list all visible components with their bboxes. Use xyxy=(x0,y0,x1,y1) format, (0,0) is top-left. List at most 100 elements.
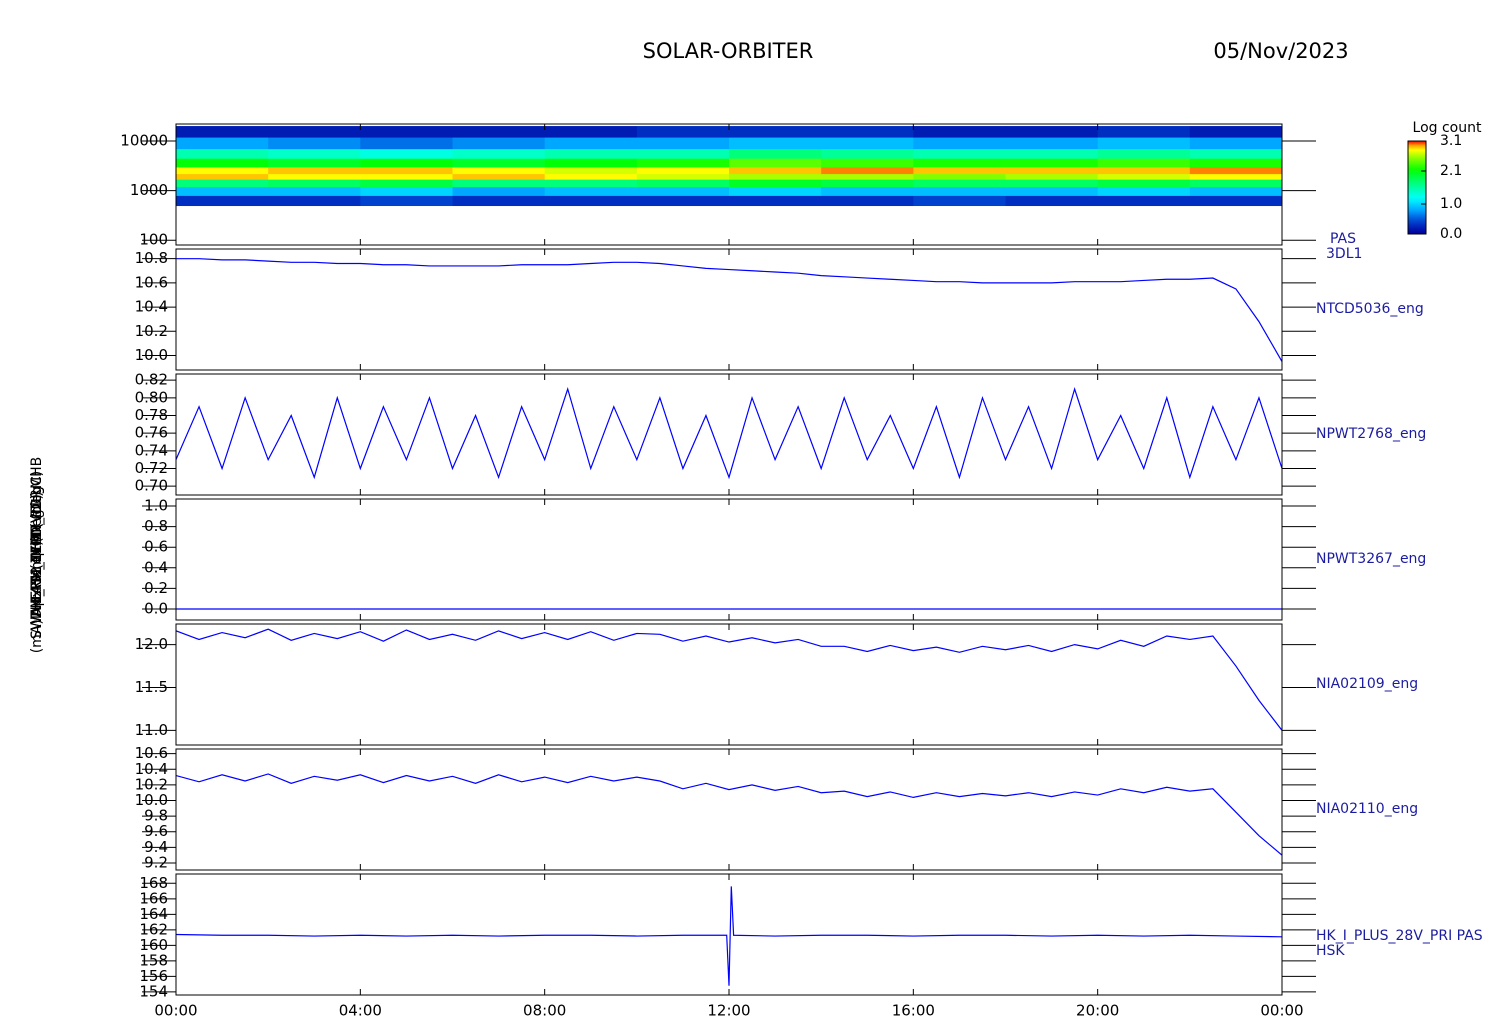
heatmap-cell xyxy=(1005,137,1099,150)
heatmap-cell xyxy=(821,158,914,168)
heatmap-cell xyxy=(1097,137,1191,150)
heatmap-cell xyxy=(452,158,546,168)
heatmap-cell xyxy=(268,195,361,207)
heatmap-cell xyxy=(1189,137,1282,150)
heatmap-cell xyxy=(176,166,269,175)
heatmap-cell xyxy=(821,186,914,196)
heatmap-cell xyxy=(636,148,730,159)
heatmap-cell xyxy=(176,173,269,180)
heatmap-cell xyxy=(544,148,638,159)
heatmap-cell xyxy=(729,173,822,180)
heatmap-cell xyxy=(821,195,914,207)
heatmap-cell xyxy=(636,179,730,188)
heatmap-cell xyxy=(729,137,822,150)
heatmap-cell xyxy=(1189,179,1282,188)
heatmap-cell xyxy=(360,186,453,196)
heatmap-cell xyxy=(360,166,453,175)
heatmap-cell xyxy=(1189,173,1282,180)
heatmap-cell xyxy=(913,166,1006,175)
colorbar-tick-label: 3.1 xyxy=(1440,133,1462,149)
heatmap-cell xyxy=(913,195,1006,207)
heatmap-cell xyxy=(1097,158,1191,168)
x-tick-label: 12:00 xyxy=(707,1002,750,1020)
panel-frame xyxy=(175,748,1283,871)
panel-frame xyxy=(175,248,1283,371)
heatmap-cell xyxy=(636,186,730,196)
heatmap-cell xyxy=(913,137,1006,150)
heatmap-cell xyxy=(821,179,914,188)
heatmap-cell xyxy=(1005,148,1099,159)
heatmap-cell xyxy=(1189,186,1282,196)
y-axis-label: SWA-EAS2 TEMP (DegC) xyxy=(29,471,45,639)
heatmap-cell xyxy=(268,186,361,196)
heatmap-cell xyxy=(913,179,1006,188)
heatmap-cell xyxy=(176,195,269,207)
heatmap-cell xyxy=(1005,173,1099,180)
heatmap-cell xyxy=(360,148,453,159)
heatmap-cell xyxy=(268,173,361,180)
heatmap-cell xyxy=(1189,126,1282,138)
heatmap-cell xyxy=(729,195,822,207)
heatmap-cell xyxy=(360,195,453,207)
heatmap-cell xyxy=(452,148,546,159)
line-series xyxy=(176,886,1282,986)
x-tick-label: 08:00 xyxy=(523,1002,566,1020)
y-axis-label: THERM_CH4 (Volt) xyxy=(29,491,45,620)
heatmap-cell xyxy=(452,179,546,188)
series-label: NIA02109_eng xyxy=(1316,676,1418,692)
heatmap-cell xyxy=(1005,166,1099,175)
colorbar-tick-label: 2.1 xyxy=(1440,163,1462,179)
heatmap-cell xyxy=(176,158,269,168)
heatmap-cell xyxy=(729,186,822,196)
heatmap-cell xyxy=(636,166,730,175)
heatmap-cell xyxy=(176,179,269,188)
plot-area xyxy=(176,258,1282,362)
heatmap-cell xyxy=(452,126,546,138)
x-tick-label: 00:00 xyxy=(1260,1002,1303,1020)
heatmap-cell xyxy=(636,126,730,138)
plot-area xyxy=(176,773,1282,856)
heatmap-cell xyxy=(544,158,638,168)
plot-area xyxy=(176,628,1282,731)
y-axis-label: Apx Temp (DegC) xyxy=(29,494,45,616)
heatmap-cell xyxy=(268,126,361,138)
x-tick-label: 16:00 xyxy=(892,1002,935,1020)
heatmap-cell xyxy=(452,195,546,207)
heatmap-cell xyxy=(268,179,361,188)
heatmap-cell xyxy=(268,148,361,159)
heatmap-cell xyxy=(821,137,914,150)
heatmap-cell xyxy=(1005,179,1099,188)
title: SOLAR-ORBITER xyxy=(643,39,814,63)
heatmap-cell xyxy=(729,179,822,188)
heatmap-cell xyxy=(729,158,822,168)
line-series xyxy=(176,386,1282,480)
heatmap-cell xyxy=(1097,195,1191,207)
colorbar-tick-label: 1.0 xyxy=(1440,196,1462,212)
colorbar xyxy=(1407,140,1427,235)
heatmap-cell xyxy=(821,126,914,138)
heatmap-cell xyxy=(176,126,269,138)
heatmap-cell xyxy=(913,158,1006,168)
heatmap-cell xyxy=(1097,179,1191,188)
heatmap-cell xyxy=(452,137,546,150)
heatmap-cell xyxy=(544,179,638,188)
heatmap-cell xyxy=(821,166,914,175)
heatmap-cell xyxy=(176,148,269,159)
series-label: HK_I_PLUS_28V_PRI PAS xyxy=(1316,928,1483,944)
heatmap-cell xyxy=(544,126,638,138)
y-axis-label: (mA)DM_HK_IMON_PDRMHB xyxy=(29,457,45,654)
heatmap-cell xyxy=(544,195,638,207)
panel-frame xyxy=(175,498,1283,621)
x-tick-label: 04:00 xyxy=(339,1002,382,1020)
heatmap-cell xyxy=(544,186,638,196)
colorbar-tick-label: 0.0 xyxy=(1440,226,1462,242)
y-axis-label: SWA-EAS1 TEMP (DegC) xyxy=(29,471,45,639)
heatmap-cell xyxy=(544,166,638,175)
heatmap-cell xyxy=(913,148,1006,159)
heatmap-cell xyxy=(268,137,361,150)
heatmap-cell xyxy=(729,148,822,159)
heatmap-cell xyxy=(360,158,453,168)
series-label: PAS xyxy=(1330,231,1356,247)
heatmap-cell xyxy=(452,186,546,196)
